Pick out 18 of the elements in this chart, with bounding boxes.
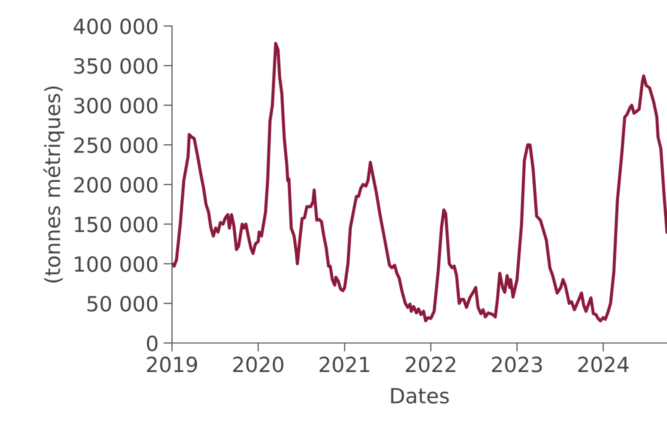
y-tick-label: 300 000 [74,98,158,114]
x-tick-label: 2021 [320,356,370,372]
x-axis-title: Dates [391,388,449,404]
x-tick-label: 2024 [578,356,629,372]
y-tick-label: 150 000 [74,216,158,232]
x-tick-label: 2019 [147,356,198,372]
line-series [172,42,667,322]
y-axis-title: (tonnes métriques) [43,86,64,283]
x-tick-label: 2023 [492,356,542,372]
y-tick-label: 0 [146,335,158,352]
y-tick-label: 250 000 [74,137,158,154]
y-tick-label: 200 000 [74,176,158,193]
y-tick-label: 100 000 [74,256,158,272]
x-tick-label: 2022 [406,356,456,372]
y-tick-label: 350 000 [74,58,158,74]
x-tick-label: 2020 [233,356,284,372]
y-tick-label: 400 000 [74,18,158,34]
y-tick-label: 50 000 [88,296,158,312]
